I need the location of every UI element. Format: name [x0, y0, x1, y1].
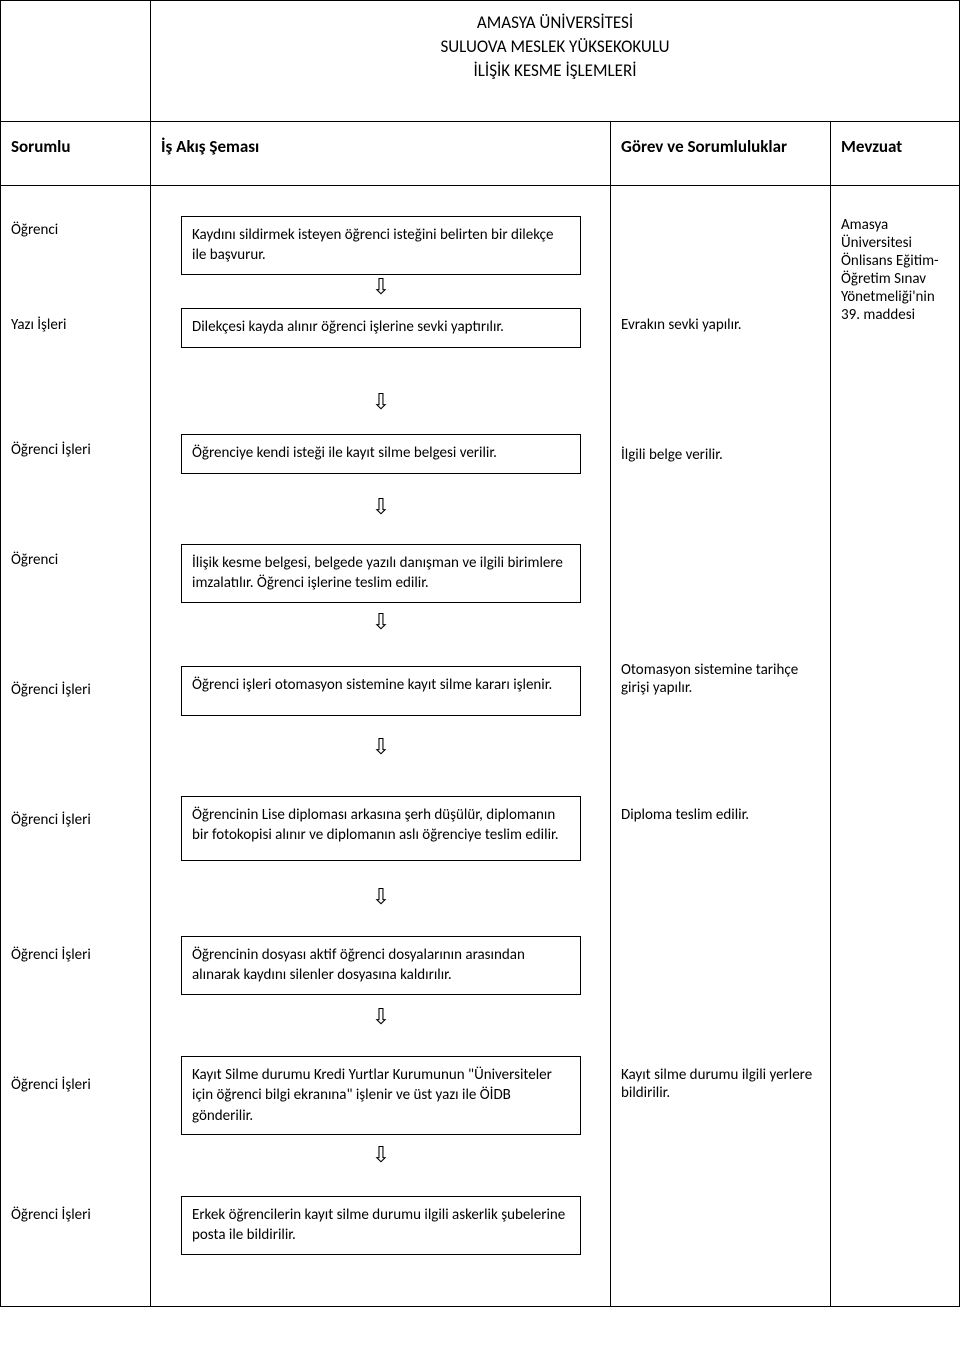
flow-step-box: Erkek öğrencilerin kayıt silme durumu il…: [181, 1196, 581, 1255]
responsible-label: Öğrenci İşleri: [11, 811, 140, 829]
down-arrow-icon: ⇩: [372, 276, 390, 298]
down-arrow-icon: ⇩: [372, 391, 390, 413]
flow-step-box: Kayıt Silme durumu Kredi Yurtlar Kurumun…: [181, 1056, 581, 1135]
down-arrow-icon: ⇩: [372, 1006, 390, 1028]
body-col-sorumlu: Öğrenci Yazı İşleri Öğrenci İşleri Öğrenci Ö…: [1, 186, 151, 1306]
col-header-gorev: Görev ve Sorumluluklar: [611, 122, 831, 185]
body-col-gorev: Evrakın sevki yapılır. İlgili belge veril…: [611, 186, 831, 1306]
columns-header-row: Sorumlu İş Akış Şeması Görev ve Sorumlul…: [1, 122, 959, 186]
responsible-label: Öğrenci İşleri: [11, 441, 140, 459]
duty-label: Diploma teslim edilir.: [621, 806, 820, 824]
down-arrow-icon: ⇩: [372, 886, 390, 908]
duty-label: İlgili belge verilir.: [621, 446, 820, 464]
down-arrow-icon: ⇩: [372, 736, 390, 758]
flow-step-box: Öğrencinin Lise diploması arkasına şerh …: [181, 796, 581, 861]
duty-label: Kayıt silme durumu ilgili yerlere bildir…: [621, 1066, 820, 1102]
header-row: AMASYA ÜNİVERSİTESİ SULUOVA MESLEK YÜKSE…: [1, 1, 959, 122]
responsible-label: Öğrenci İşleri: [11, 946, 140, 964]
responsible-label: Öğrenci: [11, 551, 140, 569]
duty-label: Evrakın sevki yapılır.: [621, 316, 820, 334]
responsible-label: Öğrenci İşleri: [11, 681, 140, 699]
flow-step-box: İlişik kesme belgesi, belgede yazılı dan…: [181, 544, 581, 603]
body-col-mevzuat: Amasya Üniversitesi Önlisans Eğitim-Öğre…: [831, 186, 959, 1306]
col-header-mevzuat: Mevzuat: [831, 122, 959, 185]
body-row: Öğrenci Yazı İşleri Öğrenci İşleri Öğrenci Ö…: [1, 186, 959, 1306]
body-col-flow: Kaydını sildirmek isteyen öğrenci isteği…: [151, 186, 611, 1306]
duty-label: Otomasyon sistemine tarihçe girişi yapıl…: [621, 661, 820, 697]
responsible-label: Yazı İşleri: [11, 316, 140, 334]
legislation-label: Amasya Üniversitesi Önlisans Eğitim-Öğre…: [841, 216, 949, 324]
header-line1: AMASYA ÜNİVERSİTESİ: [151, 11, 959, 35]
header-line3: İLİŞİK KESME İŞLEMLERİ: [151, 59, 959, 83]
header-line2: SULUOVA MESLEK YÜKSEKOKULU: [151, 35, 959, 59]
header-title-cell: AMASYA ÜNİVERSİTESİ SULUOVA MESLEK YÜKSE…: [151, 1, 959, 121]
flow-step-box: Öğrencinin dosyası aktif öğrenci dosyala…: [181, 936, 581, 995]
header-logo-cell: [1, 1, 151, 121]
flow-step-box: Öğrenci işleri otomasyon sistemine kayıt…: [181, 666, 581, 716]
flow-step-box: Öğrenciye kendi isteği ile kayıt silme b…: [181, 434, 581, 474]
responsible-label: Öğrenci: [11, 221, 140, 239]
page: AMASYA ÜNİVERSİTESİ SULUOVA MESLEK YÜKSE…: [0, 0, 960, 1307]
flow-step-box: Dilekçesi kayda alınır öğrenci işlerine …: [181, 308, 581, 348]
responsible-label: Öğrenci İşleri: [11, 1206, 140, 1224]
responsible-label: Öğrenci İşleri: [11, 1076, 140, 1094]
col-header-sorumlu: Sorumlu: [1, 122, 151, 185]
down-arrow-icon: ⇩: [372, 611, 390, 633]
col-header-flow: İş Akış Şeması: [151, 122, 611, 185]
flow-step-box: Kaydını sildirmek isteyen öğrenci isteği…: [181, 216, 581, 275]
down-arrow-icon: ⇩: [372, 496, 390, 518]
down-arrow-icon: ⇩: [372, 1144, 390, 1166]
